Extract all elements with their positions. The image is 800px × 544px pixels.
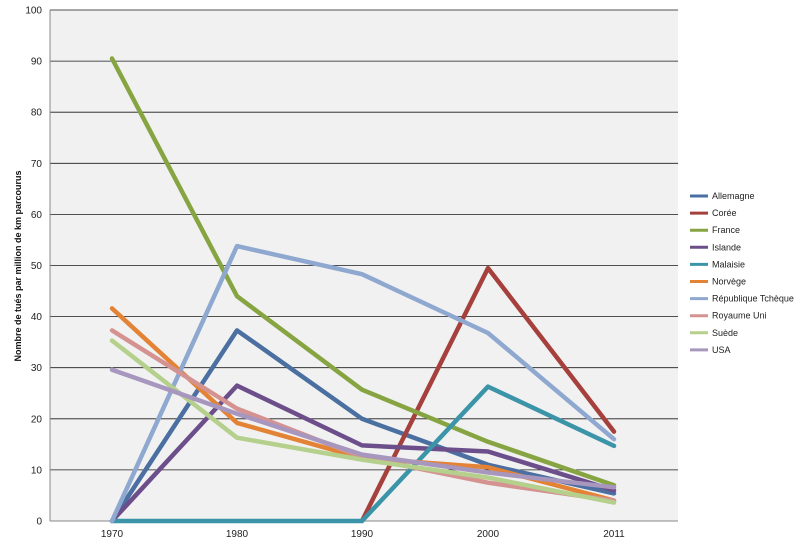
legend-label: Islande [712,242,741,252]
y-tick-label: 80 [31,108,43,119]
y-tick-label: 30 [31,363,43,374]
y-tick-label: 20 [31,414,43,425]
legend-label: Norvège [712,277,746,287]
series-line-9 [109,367,617,490]
legend-label: Allemagne [712,191,755,201]
y-tick-label: 0 [36,517,42,528]
legend-label: USA [712,345,731,355]
series-line-2 [109,56,617,488]
series-line-6 [109,243,617,524]
series-line-1 [359,265,617,524]
y-tick-label: 40 [31,312,43,323]
legend-label: Corée [712,208,737,218]
legend-label: République Tchèque [712,294,794,304]
y-tick-label: 100 [25,6,42,17]
legend: Allemagne Corée France Islande Malaisie Norvè… [690,191,794,355]
x-tick-label: 1980 [226,529,249,540]
x-tick-label: 1970 [101,529,124,540]
x-tick-label: 2011 [603,529,625,540]
y-axis-label: Nombre de tués par million de km parcour… [13,170,23,361]
legend-label: Royaume Uni [712,311,767,321]
y-tick-labels: 0 10 20 30 40 50 60 70 80 90 100 [25,6,42,528]
x-tick-label: 2000 [477,529,500,540]
series-line-4 [109,384,617,524]
y-tick-label: 60 [31,210,43,221]
x-tick-label: 1990 [351,529,374,540]
y-tick-label: 10 [31,465,43,476]
series-line-3 [109,383,617,524]
legend-label: France [712,225,740,235]
series-line-0 [109,328,617,524]
series-line-7 [109,328,617,503]
x-tick-labels: 1970 1980 1990 2000 2011 [101,529,625,540]
legend-label: Suède [712,328,738,338]
y-tick-label: 90 [31,57,43,68]
y-tick-label: 50 [31,261,43,272]
legend-label: Malaisie [712,259,745,269]
y-tick-label: 70 [31,159,43,170]
series-line-8 [109,338,617,505]
series-lines [109,56,617,524]
